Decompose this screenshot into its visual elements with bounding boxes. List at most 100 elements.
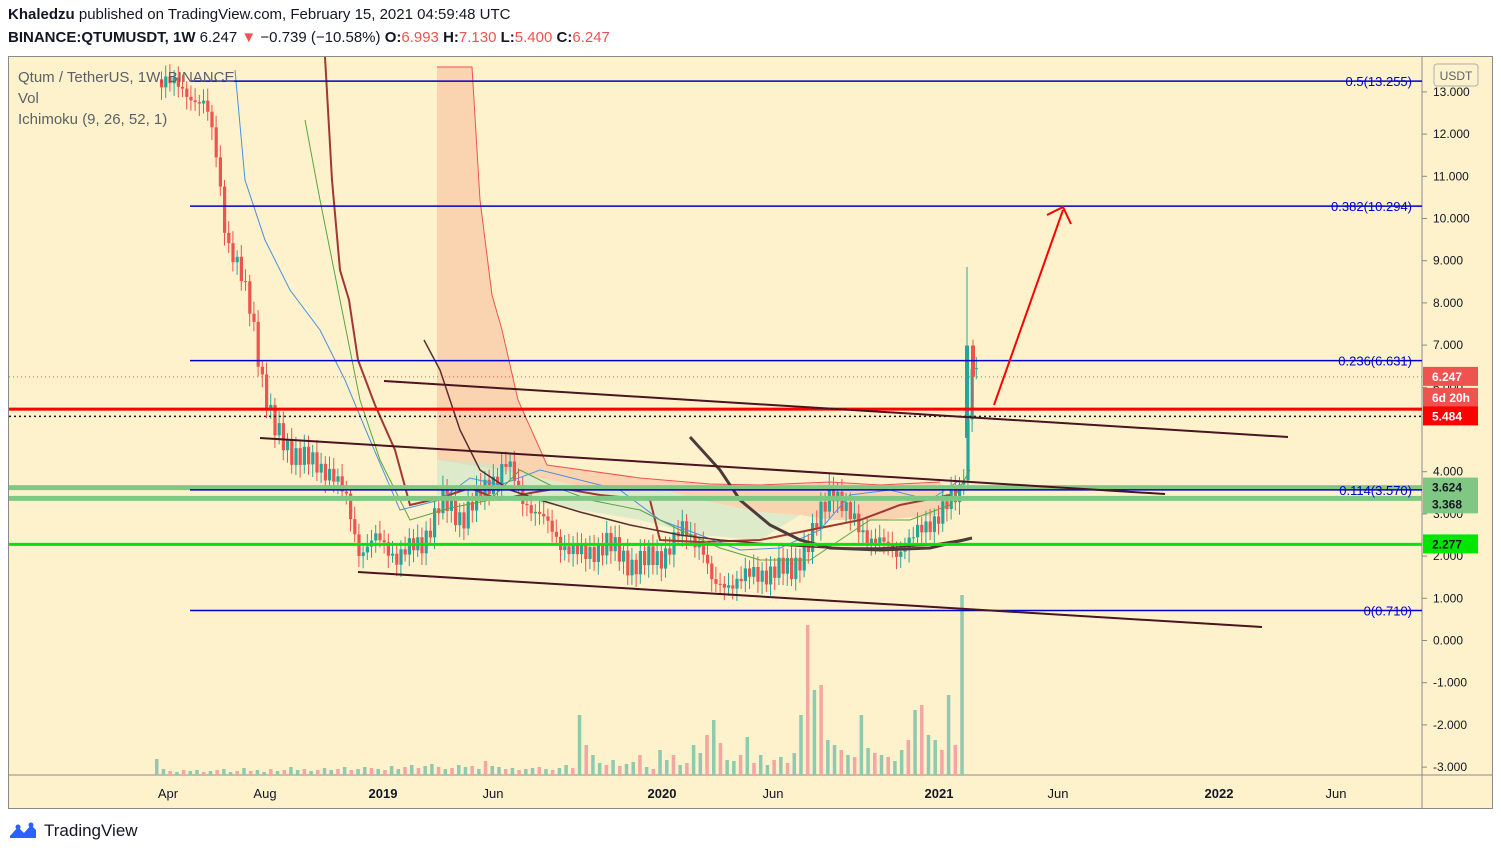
candle-body	[244, 281, 248, 283]
legend-title: Qtum / TetherUS, 1W, BINANCE	[18, 69, 234, 86]
candle-body	[781, 557, 785, 574]
volume-bar	[456, 765, 461, 775]
y-tick-label: 10.000	[1433, 212, 1470, 226]
candle-body	[273, 404, 277, 436]
volume-bar	[450, 768, 454, 775]
candle-body	[580, 545, 584, 555]
candle-body	[298, 448, 302, 465]
symbol-ohlc-line: BINANCE:QTUMUSDT, 1W 6.247 ▼ −0.739 (−10…	[8, 29, 610, 46]
candle-body	[853, 513, 857, 519]
volume-bar	[879, 755, 884, 775]
candle-body	[790, 557, 794, 580]
volume-bar	[228, 772, 233, 775]
candle-body	[353, 519, 357, 535]
candle-body	[764, 570, 768, 585]
volume-bar	[591, 755, 595, 775]
volume-bar	[832, 745, 837, 775]
candle-body	[966, 419, 970, 481]
candle-body	[802, 543, 806, 571]
y-tick-label: 11.000	[1433, 169, 1469, 183]
volume-bar	[389, 766, 394, 775]
candle-body	[634, 559, 638, 575]
candle-body	[407, 538, 411, 555]
candle-body	[424, 530, 428, 554]
volume-bar	[785, 763, 790, 775]
candle-body	[916, 524, 920, 538]
volume-bar	[342, 767, 347, 775]
x-tick-label: Aug	[253, 786, 276, 801]
trend-line	[383, 380, 1289, 438]
ichimoku-conversion-line	[234, 69, 961, 551]
candle-body	[575, 543, 579, 555]
candle-body	[903, 550, 907, 552]
candle-body	[651, 546, 655, 566]
y-tick-label: -3.000	[1433, 760, 1467, 774]
candle-body	[659, 551, 663, 569]
candle-body	[878, 537, 882, 543]
volume-bar	[799, 715, 803, 775]
x-tick-label: 2021	[925, 786, 954, 801]
x-tick-label: Apr	[158, 786, 179, 801]
candle-body	[202, 100, 206, 104]
candle-body	[181, 86, 185, 89]
candle-body	[428, 530, 432, 538]
volume-bar	[309, 771, 313, 775]
volume-bar	[933, 740, 937, 775]
author-name[interactable]: Khaledzu	[8, 6, 75, 23]
volume-bar	[262, 772, 266, 775]
currency-button[interactable]: USDT	[1433, 63, 1479, 87]
candle-body	[160, 79, 164, 88]
price-badge-label: 3.368	[1432, 497, 1462, 511]
candle-body	[895, 550, 899, 557]
price-badge	[1423, 494, 1478, 514]
volume-bar	[886, 757, 890, 775]
volume-bar	[255, 770, 260, 775]
candle-body	[945, 501, 949, 510]
trend-line	[259, 437, 1166, 495]
candle-body	[798, 557, 802, 571]
volume-bar	[235, 771, 240, 775]
candle-body	[932, 516, 936, 533]
candle-body	[554, 531, 558, 537]
volume-bar	[772, 760, 776, 775]
candle-body	[470, 501, 474, 511]
tradingview-brand[interactable]: TradingView	[8, 820, 138, 842]
candle-body	[601, 544, 605, 556]
publish-info: Khaledzu published on TradingView.com, F…	[8, 6, 511, 23]
y-tick-label: -2.000	[1433, 718, 1467, 732]
volume-bar	[208, 771, 213, 775]
volume-bar	[403, 767, 407, 775]
volume-bar	[651, 769, 656, 775]
volume-bar	[671, 755, 676, 775]
price-badge	[1423, 477, 1478, 497]
y-tick-label: 0.000	[1433, 634, 1463, 648]
candle-body	[756, 566, 760, 582]
volume-bar	[564, 765, 568, 775]
candle-body	[777, 557, 781, 578]
volume-bar	[410, 765, 414, 775]
candle-body	[197, 102, 201, 104]
price-badge-label: 2.277	[1432, 537, 1462, 551]
candle-body	[760, 570, 764, 582]
volume-bar	[953, 745, 958, 775]
volume-bar	[906, 740, 911, 775]
candle-body	[496, 476, 500, 485]
candle-body	[928, 521, 932, 533]
volume-bar	[913, 710, 917, 775]
candle-body	[349, 493, 353, 520]
volume-bar	[557, 768, 562, 775]
candle-body	[525, 503, 529, 506]
volume-bar	[517, 770, 521, 775]
volume-bar	[960, 595, 964, 775]
volume-bar	[691, 745, 696, 775]
volume-bar	[839, 750, 843, 775]
candle-body	[449, 499, 453, 511]
candle-body	[512, 461, 516, 481]
candle-body	[571, 543, 575, 555]
price-badge-label: 5.484	[1432, 409, 1462, 423]
volume-bar	[638, 755, 642, 775]
y-tick-label: 9.000	[1433, 254, 1463, 268]
candle-body	[466, 501, 470, 529]
volume-bar	[550, 770, 555, 775]
